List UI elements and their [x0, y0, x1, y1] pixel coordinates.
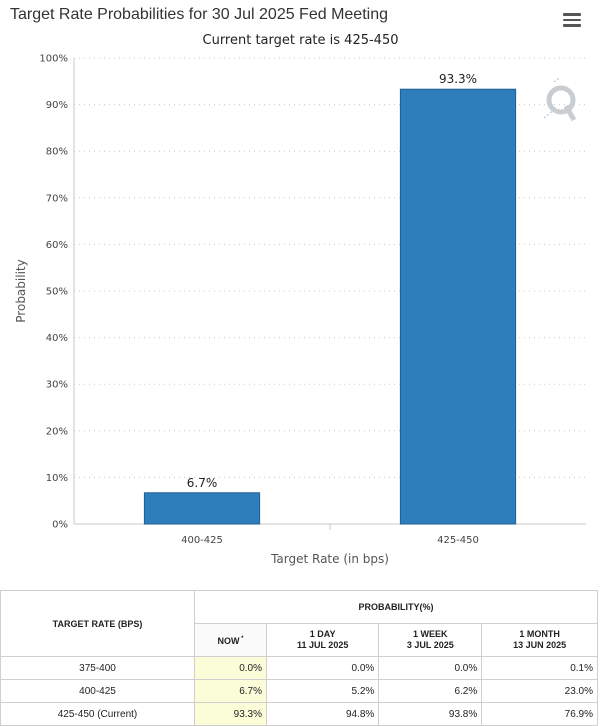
probability-cell: 0.1% — [481, 656, 598, 680]
rate-cell: 400-425 — [0, 679, 195, 703]
data-label: 6.7% — [187, 476, 218, 490]
subheader-1-month: 1 MONTH 13 JUN 2025 — [481, 623, 598, 657]
subheader-1-day: 1 DAY 11 JUL 2025 — [265, 623, 380, 657]
bar-425-450[interactable] — [399, 88, 517, 525]
probability-cell: 6.2% — [378, 679, 483, 703]
subheader-1-week: 1 WEEK 3 JUL 2025 — [378, 623, 483, 657]
y-tick-label: 0% — [52, 520, 68, 531]
probability-cell: 6.7% — [194, 679, 267, 703]
header-probability: PROBABILITY(%) — [194, 590, 598, 624]
x-axis-title: Target Rate (in bps) — [270, 552, 389, 566]
quikstrike-watermark-icon — [543, 78, 577, 122]
probability-cell: 0.0% — [378, 656, 483, 680]
table-row: 375-400 0.0% 0.0% 0.0% 0.1% — [0, 656, 598, 680]
y-tick-label: 10% — [46, 473, 68, 484]
hamburger-menu-icon[interactable] — [563, 13, 581, 27]
bar-400-425[interactable] — [143, 492, 261, 525]
grid-lines — [74, 57, 586, 478]
rate-cell: 425-450 (Current) — [0, 702, 195, 726]
table-row: 400-425 6.7% 5.2% 6.2% 23.0% — [0, 679, 598, 703]
probability-cell: 93.3% — [194, 702, 267, 726]
chart-title: Target Rate Probabilities for 30 Jul 202… — [10, 6, 388, 23]
y-tick-label: 70% — [46, 193, 68, 204]
y-tick-label: 80% — [46, 147, 68, 158]
probability-cell: 5.2% — [265, 679, 380, 703]
probability-cell: 93.8% — [378, 702, 483, 726]
y-tick-label: 30% — [46, 380, 68, 391]
table-row: 425-450 (Current) 93.3% 94.8% 93.8% 76.9% — [0, 702, 598, 726]
probability-cell: 94.8% — [265, 702, 380, 726]
y-tick-label: 40% — [46, 333, 68, 344]
bars — [143, 88, 517, 525]
bar-chart: 0% 10% 20% 30% 40% 50% 60% 70% 80% 90% 100% 6.7% 400… — [14, 54, 586, 567]
header-target-rate: TARGET RATE (BPS) — [0, 590, 195, 657]
probability-cell: 76.9% — [481, 702, 598, 726]
y-tick-label: 60% — [46, 240, 68, 251]
y-tick-label: 100% — [39, 54, 68, 65]
y-tick-label: 50% — [46, 287, 68, 298]
data-label: 93.3% — [439, 72, 477, 86]
chart-subtitle: Current target rate is 425-450 — [202, 33, 399, 48]
probability-table: TARGET RATE (BPS) PROBABILITY(%) NOW * 1 … — [0, 590, 598, 726]
x-tick-label: 400-425 — [181, 535, 223, 546]
probability-cell: 23.0% — [481, 679, 598, 703]
labels: 0% 10% 20% 30% 40% 50% 60% 70% 80% 90% 100% 6.7% 400… — [14, 54, 479, 567]
x-tick-label: 425-450 — [437, 535, 479, 546]
probability-cell: 0.0% — [265, 656, 380, 680]
subheader-now: NOW * — [194, 623, 267, 657]
y-axis-title: Probability — [14, 259, 28, 322]
rate-cell: 375-400 — [0, 656, 195, 680]
probability-cell: 0.0% — [194, 656, 267, 680]
y-tick-label: 20% — [46, 426, 68, 437]
y-tick-label: 90% — [46, 100, 68, 111]
